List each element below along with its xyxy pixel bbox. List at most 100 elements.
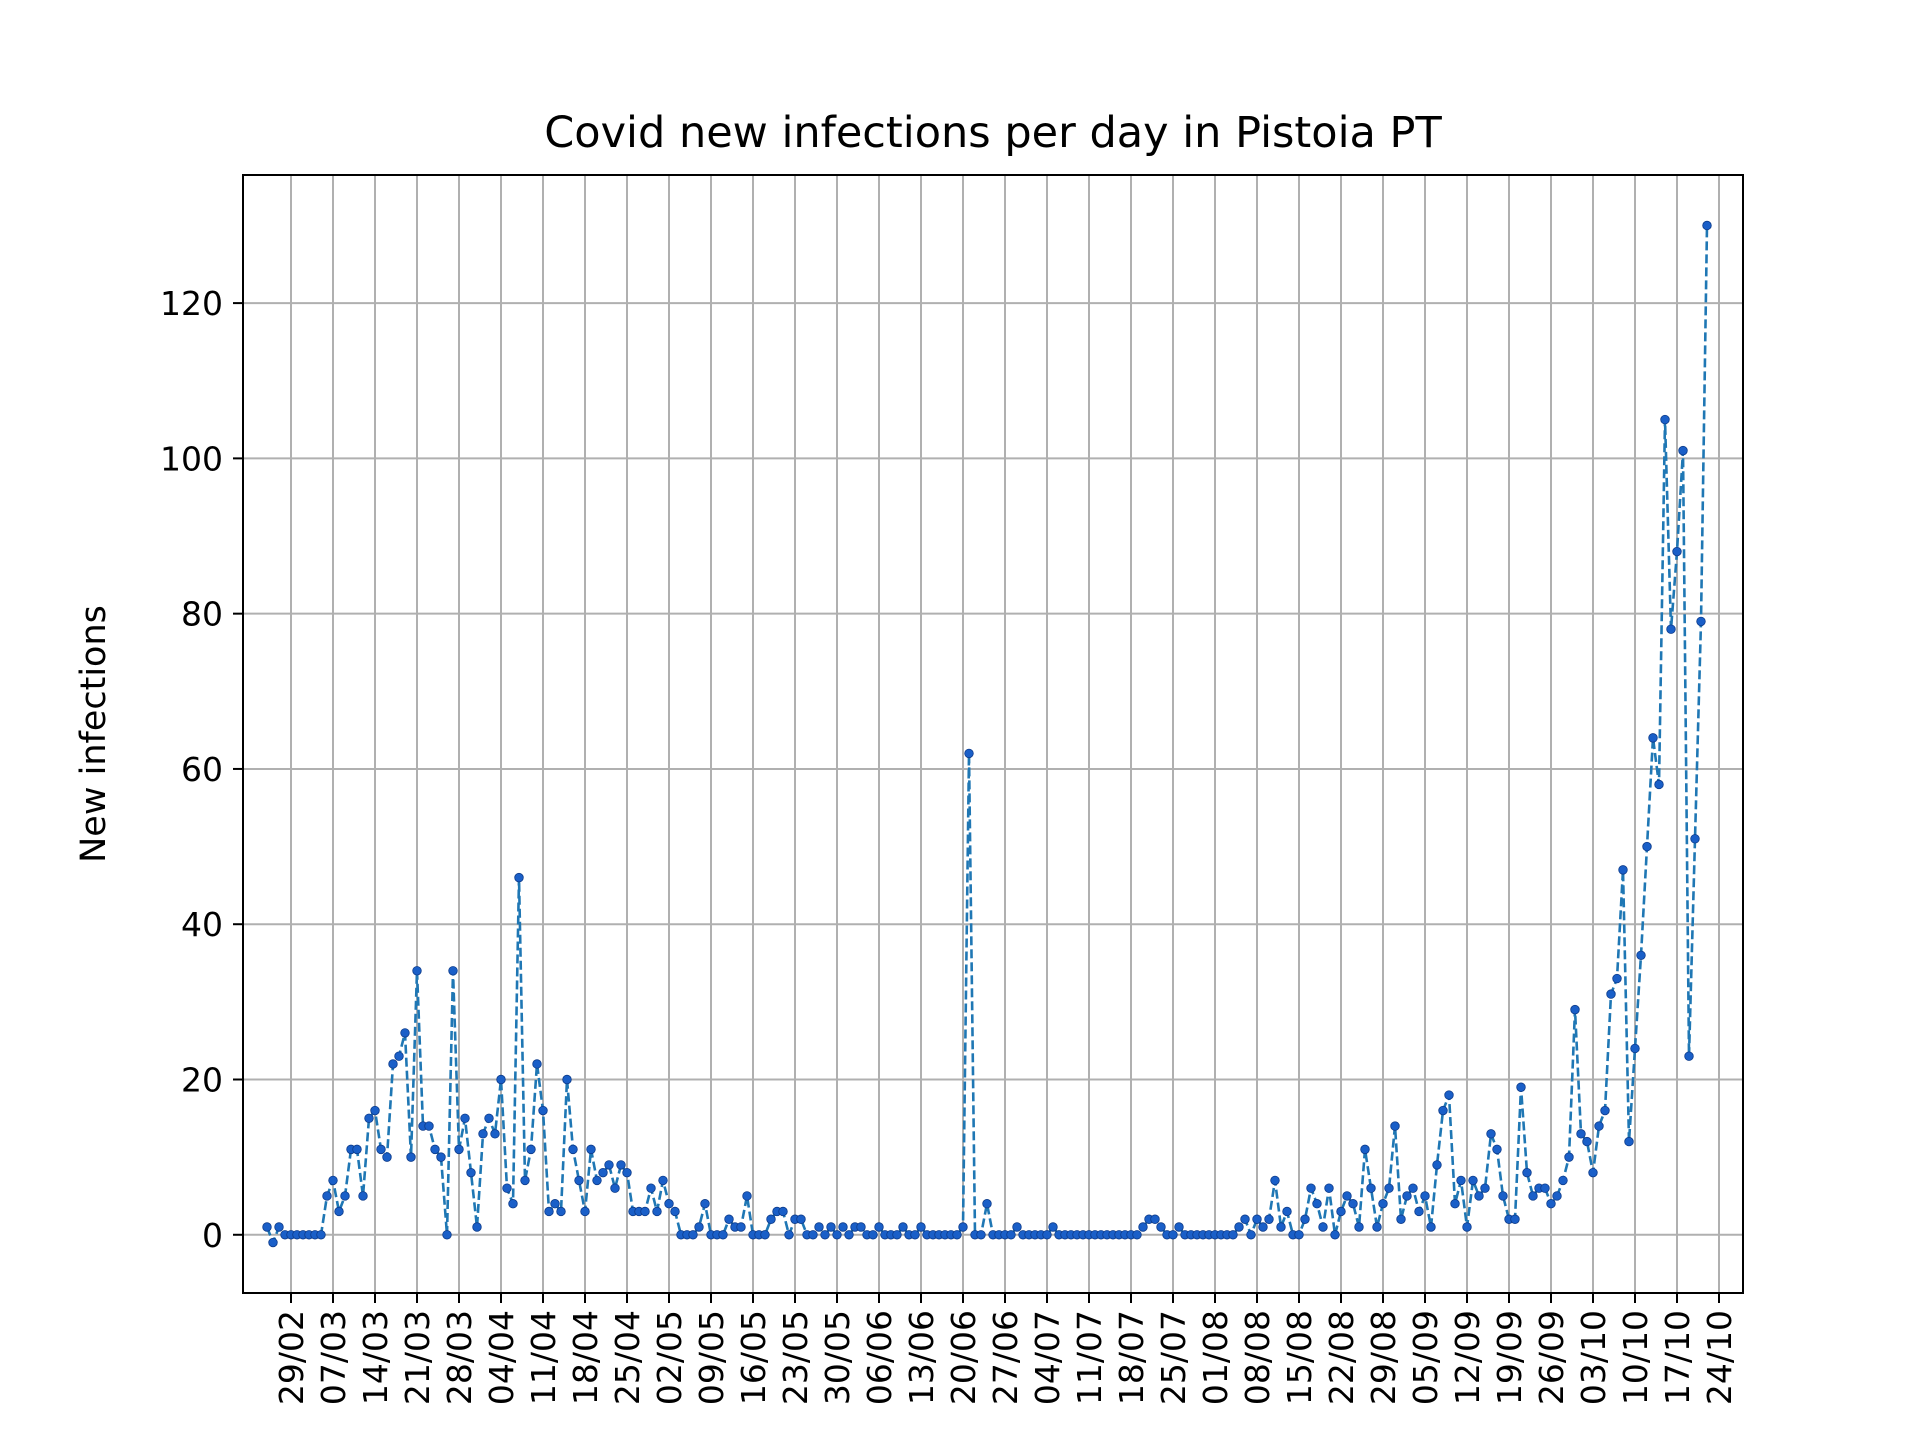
data-point: [1480, 1183, 1490, 1193]
data-point: [874, 1222, 884, 1232]
y-tick-label: 60: [181, 750, 223, 789]
data-point: [958, 1222, 968, 1232]
x-tick-label: 15/08: [1280, 1310, 1319, 1405]
data-point: [592, 1175, 602, 1186]
data-point: [496, 1074, 506, 1085]
data-point: [1570, 1004, 1580, 1015]
data-point: [1528, 1191, 1538, 1201]
data-point: [856, 1222, 866, 1232]
x-tick-label: 22/08: [1322, 1310, 1361, 1405]
x-tick-label: 21/03: [398, 1310, 437, 1405]
data-point: [1048, 1222, 1058, 1232]
data-point: [484, 1113, 494, 1124]
data-point: [382, 1152, 392, 1162]
data-point: [766, 1214, 776, 1224]
series-layer: [262, 220, 1712, 1248]
data-point: [412, 966, 422, 976]
data-point: [1372, 1222, 1382, 1232]
data-point: [370, 1105, 380, 1116]
x-tick-label: 19/09: [1490, 1310, 1529, 1405]
data-point: [394, 1051, 404, 1061]
data-point: [718, 1230, 728, 1240]
data-point: [616, 1160, 626, 1170]
data-point: [670, 1206, 680, 1217]
x-tick-label: 09/05: [692, 1310, 731, 1405]
data-point: [1318, 1222, 1328, 1232]
data-point: [1312, 1199, 1322, 1209]
data-point: [1156, 1222, 1166, 1232]
data-point: [1348, 1199, 1358, 1209]
x-tick-label: 05/09: [1406, 1310, 1445, 1405]
data-point: [1396, 1214, 1406, 1224]
data-point: [964, 748, 974, 759]
data-point: [262, 1222, 272, 1232]
x-tick-label: 06/06: [860, 1310, 899, 1405]
data-point: [574, 1175, 584, 1186]
data-point: [1228, 1230, 1238, 1240]
data-point: [1324, 1183, 1334, 1193]
data-point: [1648, 733, 1658, 743]
data-point: [1672, 546, 1682, 557]
data-point: [1432, 1160, 1442, 1170]
data-point: [502, 1183, 512, 1193]
data-point: [910, 1230, 920, 1240]
data-point: [1594, 1121, 1604, 1131]
data-point: [622, 1167, 632, 1178]
data-point: [1444, 1090, 1454, 1100]
data-point: [1138, 1222, 1148, 1232]
data-point: [1234, 1222, 1244, 1232]
data-point: [1294, 1230, 1304, 1240]
data-point: [700, 1199, 710, 1209]
data-point: [580, 1206, 590, 1217]
data-point: [808, 1230, 818, 1240]
data-point: [1150, 1214, 1160, 1224]
data-point: [1390, 1121, 1400, 1131]
data-point: [556, 1206, 566, 1217]
data-point: [1636, 950, 1646, 960]
data-point: [544, 1206, 554, 1217]
data-point: [1264, 1214, 1274, 1224]
x-tick-label: 25/07: [1154, 1310, 1193, 1405]
data-point: [868, 1230, 878, 1240]
x-tick-label: 26/09: [1532, 1310, 1571, 1405]
data-point: [796, 1214, 806, 1224]
data-point: [424, 1121, 434, 1131]
data-point: [1588, 1167, 1598, 1178]
data-point: [1564, 1152, 1574, 1162]
data-point: [724, 1214, 734, 1224]
data-point: [334, 1206, 344, 1217]
data-point: [490, 1129, 500, 1139]
data-point: [742, 1191, 752, 1201]
data-point: [1468, 1175, 1478, 1186]
data-point: [646, 1183, 656, 1193]
data-point: [1342, 1191, 1352, 1201]
data-point: [898, 1222, 908, 1232]
x-tick-label: 02/05: [650, 1310, 689, 1405]
y-tick-label: 20: [181, 1060, 223, 1099]
data-point: [568, 1144, 578, 1155]
data-point: [1378, 1199, 1388, 1209]
x-tick-label: 13/06: [902, 1310, 941, 1405]
data-point: [1642, 841, 1652, 852]
data-point: [352, 1144, 362, 1155]
data-point: [532, 1059, 542, 1069]
x-tick-label: 20/06: [944, 1310, 983, 1405]
data-point: [982, 1199, 992, 1209]
x-tick-label: 01/08: [1196, 1310, 1235, 1405]
data-point: [832, 1230, 842, 1240]
x-tick-label: 18/07: [1112, 1310, 1151, 1405]
data-point: [1522, 1167, 1532, 1178]
data-point: [598, 1167, 608, 1178]
data-point: [1132, 1230, 1142, 1240]
data-point: [814, 1222, 824, 1232]
data-point: [1606, 989, 1616, 999]
x-tick-label: 30/05: [818, 1310, 857, 1405]
data-point: [1246, 1230, 1256, 1240]
data-point: [1498, 1191, 1508, 1201]
data-point: [1402, 1191, 1412, 1201]
x-tick-label: 27/06: [986, 1310, 1025, 1405]
data-point: [658, 1175, 668, 1186]
data-point: [1696, 616, 1706, 627]
x-tick-label: 16/05: [734, 1310, 773, 1405]
data-point: [1354, 1222, 1364, 1232]
